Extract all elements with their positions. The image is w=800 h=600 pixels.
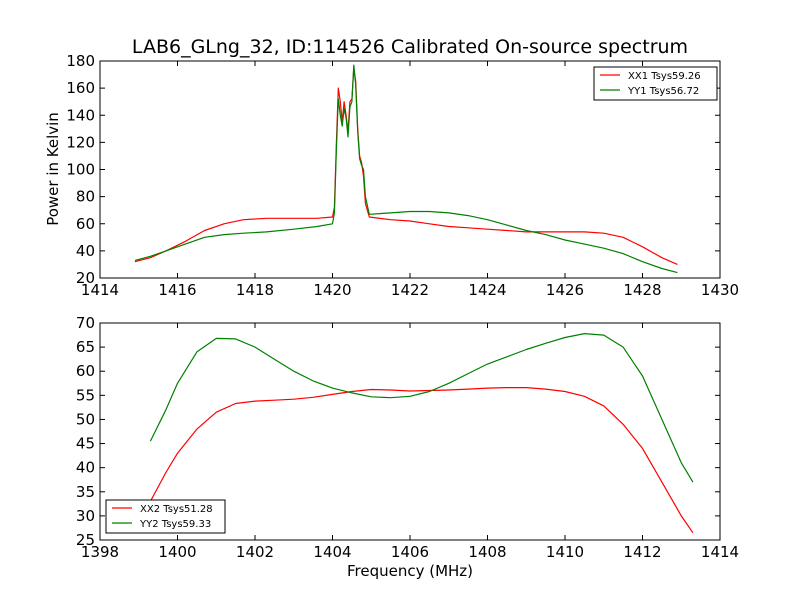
top-chart-ytick-label: 60 <box>76 215 95 233</box>
top-chart-xtick-label: 1416 <box>158 281 196 299</box>
bottom-chart-xtick-label: 1406 <box>391 543 429 561</box>
bottom-chart-xtick-label: 1410 <box>546 543 584 561</box>
bottom-chart-ytick-label: 55 <box>76 386 95 404</box>
top-chart-ytick-label: 80 <box>76 188 95 206</box>
top-chart-xtick-label: 1414 <box>81 281 119 299</box>
bottom-chart-legend-label-1: XX2 Tsys51.28 <box>140 504 213 515</box>
top-chart-ytick-label: 40 <box>76 242 95 260</box>
figure-title: LAB6_GLng_32, ID:114526 Calibrated On-so… <box>132 36 688 58</box>
bottom-chart-ytick-label: 50 <box>76 410 95 428</box>
top-chart-legend <box>593 66 718 101</box>
bottom-chart-series-1-line <box>149 387 694 534</box>
top-chart-xtick-label: 1422 <box>391 281 429 299</box>
top-chart-series-2-line <box>134 64 678 274</box>
top-chart-legend-label-2: YY1 Tsys56.72 <box>627 86 699 97</box>
top-chart-xtick-label: 1424 <box>468 281 506 299</box>
top-chart-ytick-label: 140 <box>66 106 95 124</box>
bottom-chart-legend <box>105 499 226 534</box>
top-chart-panel: Power in Kelvin 1414 1416 1418 1420 1422 1424… <box>44 52 739 299</box>
bottom-chart-xtick-label: 1414 <box>701 543 739 561</box>
bottom-chart-panel: Frequency (MHz) 1398 1400 1402 1404 1406 1408… <box>76 314 739 580</box>
top-chart-legend-label-1: XX1 Tsys59.26 <box>628 71 701 82</box>
top-chart-xtick-label: 1418 <box>236 281 274 299</box>
top-chart-ytick-label: 100 <box>66 161 95 179</box>
top-chart-ytick-label: 120 <box>66 133 95 151</box>
bottom-chart-ytick-label: 25 <box>76 531 95 549</box>
bottom-chart-ytick-label: 45 <box>76 435 95 453</box>
bottom-chart-ytick-label: 35 <box>76 483 95 501</box>
bottom-chart-ytick-label: 70 <box>76 314 95 332</box>
top-chart-xtick-label: 1430 <box>701 281 739 299</box>
bottom-chart-xtick-label: 1404 <box>313 543 351 561</box>
bottom-chart-ytick-label: 40 <box>76 459 95 477</box>
bottom-chart-series-2-line <box>149 333 694 483</box>
top-chart-ytick-label: 160 <box>66 79 95 97</box>
top-chart-xtick-label: 1426 <box>546 281 584 299</box>
bottom-chart-xtick-label: 1400 <box>158 543 196 561</box>
bottom-chart-ytick-label: 60 <box>76 362 95 380</box>
top-chart-ytick-label: 20 <box>76 269 95 287</box>
bottom-chart-xtick-label: 1408 <box>468 543 506 561</box>
bottom-chart-ytick-label: 65 <box>76 338 95 356</box>
top-chart-ylabel: Power in Kelvin <box>44 112 62 226</box>
top-chart-ytick-label: 180 <box>66 52 95 70</box>
bottom-chart-ytick-label: 30 <box>76 507 95 525</box>
bottom-chart-legend-label-2: YY2 Tsys59.33 <box>139 519 211 530</box>
bottom-chart-xtick-label: 1402 <box>236 543 274 561</box>
top-chart-xtick-label: 1420 <box>313 281 351 299</box>
bottom-chart-xlabel: Frequency (MHz) <box>347 562 473 580</box>
top-chart-xtick-label: 1428 <box>623 281 661 299</box>
bottom-chart-xtick-label: 1412 <box>623 543 661 561</box>
bottom-chart-xtick-label: 1398 <box>81 543 119 561</box>
